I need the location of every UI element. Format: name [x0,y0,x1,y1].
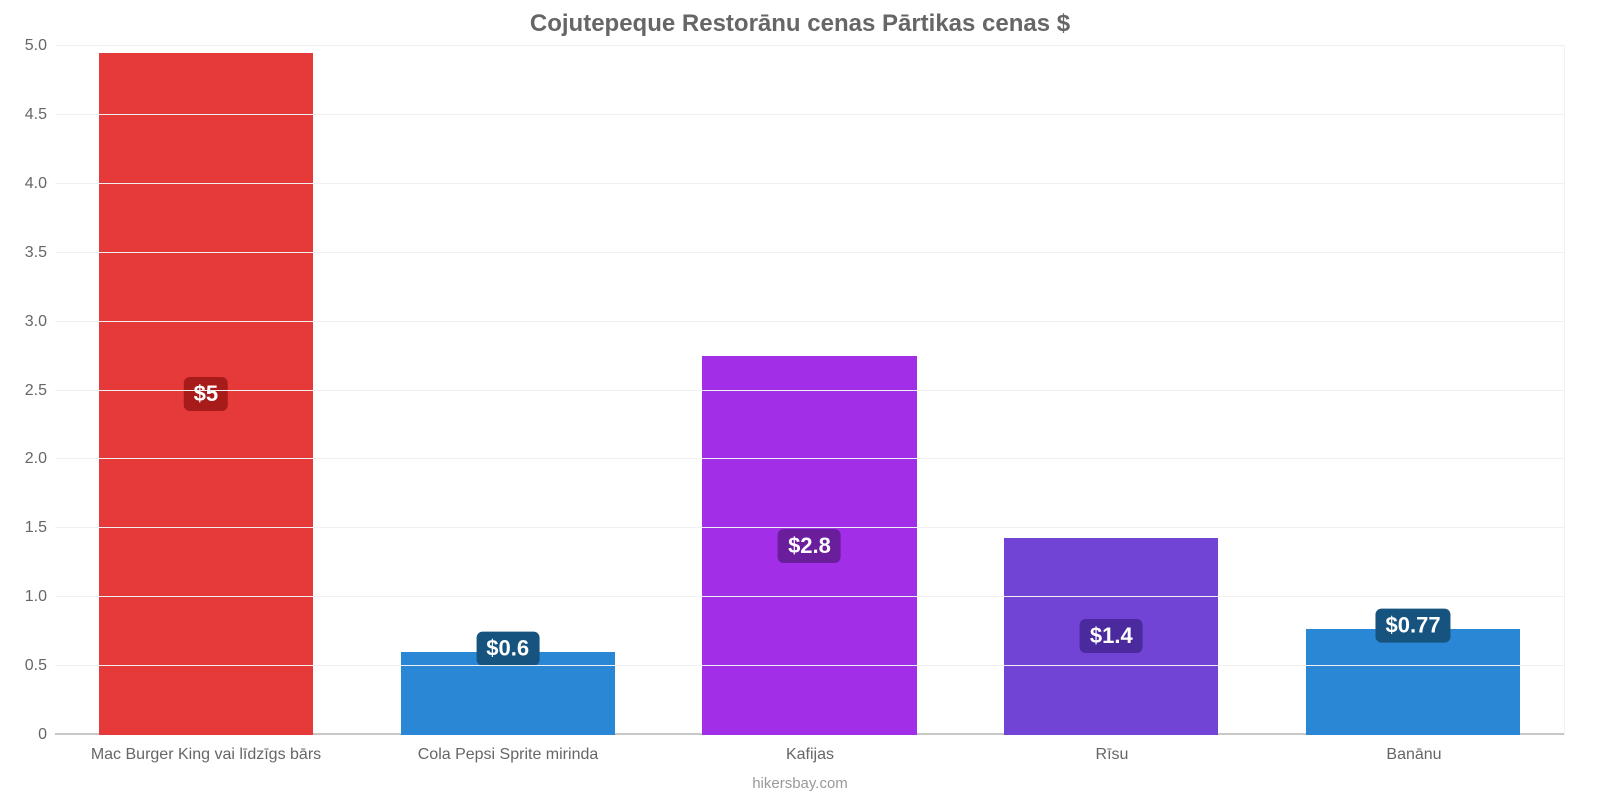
y-tick-label: 4.0 [25,175,47,193]
bar-slot: $0.6 [357,46,659,735]
bar-slot: $5 [55,46,357,735]
gridline [55,252,1564,253]
chart-title: Cojutepeque Restorānu cenas Pārtikas cen… [0,0,1600,43]
bar-slot: $2.8 [659,46,961,735]
source-label: hikersbay.com [0,775,1600,792]
gridline [55,183,1564,184]
gridline [55,390,1564,391]
x-tick-label: Kafijas [659,740,961,770]
x-axis-labels: Mac Burger King vai līdzīgs bārsCola Pep… [55,740,1565,770]
y-tick-label: 0 [38,726,47,744]
x-tick-label: Cola Pepsi Sprite mirinda [357,740,659,770]
x-tick-label: Banānu [1263,740,1565,770]
value-badge: $5 [184,377,228,411]
value-badge: $0.6 [476,632,539,666]
value-badge: $0.77 [1376,609,1451,643]
y-tick-label: 2.5 [25,382,47,400]
gridline [55,114,1564,115]
gridline [55,596,1564,597]
y-tick-label: 1.5 [25,519,47,537]
y-tick-label: 4.5 [25,106,47,124]
gridline [55,321,1564,322]
gridline [55,45,1564,46]
bar: $1.4 [1004,538,1218,735]
value-badge: $1.4 [1080,619,1143,653]
y-tick-label: 5.0 [25,37,47,55]
gridline [55,527,1564,528]
chart-plot-area: $5$0.6$2.8$1.4$0.77 00.51.01.52.02.53.03… [55,45,1565,735]
value-badge: $2.8 [778,529,841,563]
x-tick-label: Rīsu [961,740,1263,770]
bar: $5 [99,53,313,735]
y-tick-label: 0.5 [25,657,47,675]
bar-slot: $1.4 [960,46,1262,735]
bar: $0.77 [1306,629,1520,735]
y-tick-label: 2.0 [25,450,47,468]
y-tick-label: 3.5 [25,244,47,262]
x-tick-label: Mac Burger King vai līdzīgs bārs [55,740,357,770]
bar: $2.8 [702,356,916,735]
gridline [55,665,1564,666]
y-tick-label: 1.0 [25,588,47,606]
bar-slot: $0.77 [1262,46,1564,735]
y-tick-label: 3.0 [25,313,47,331]
gridline [55,458,1564,459]
